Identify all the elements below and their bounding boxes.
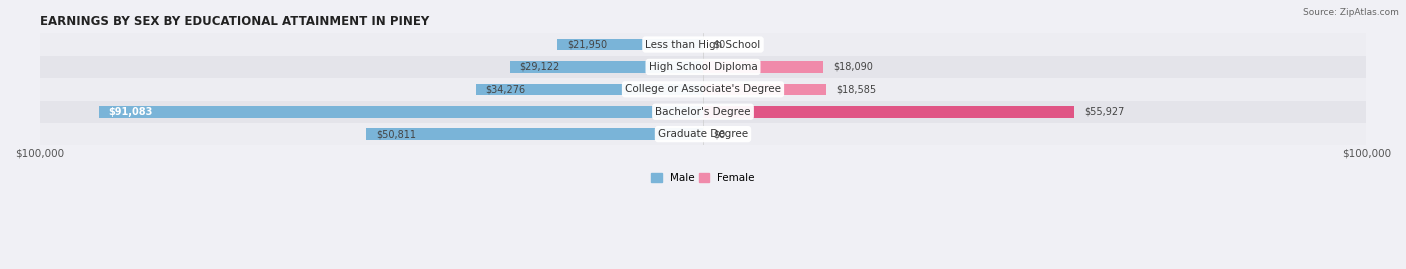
Text: High School Diploma: High School Diploma [648, 62, 758, 72]
Bar [703, 106, 1074, 118]
Bar [557, 39, 703, 50]
Bar [39, 33, 1367, 56]
Bar [475, 83, 703, 95]
Text: Bachelor's Degree: Bachelor's Degree [655, 107, 751, 117]
Bar [703, 83, 827, 95]
Bar [703, 61, 823, 73]
Text: $0: $0 [713, 129, 725, 139]
Text: $21,950: $21,950 [568, 40, 607, 49]
Text: $29,122: $29,122 [520, 62, 560, 72]
Text: $50,811: $50,811 [375, 129, 416, 139]
Bar [39, 101, 1367, 123]
Text: $18,090: $18,090 [832, 62, 873, 72]
Bar [39, 56, 1367, 78]
Bar [39, 78, 1367, 101]
Bar [98, 106, 703, 118]
Text: Graduate Degree: Graduate Degree [658, 129, 748, 139]
Bar [366, 128, 703, 140]
Bar [39, 123, 1367, 145]
Text: $18,585: $18,585 [837, 84, 876, 94]
Text: $55,927: $55,927 [1084, 107, 1125, 117]
Text: Source: ZipAtlas.com: Source: ZipAtlas.com [1303, 8, 1399, 17]
Legend: Male, Female: Male, Female [647, 169, 759, 187]
Text: College or Associate's Degree: College or Associate's Degree [626, 84, 780, 94]
Text: EARNINGS BY SEX BY EDUCATIONAL ATTAINMENT IN PINEY: EARNINGS BY SEX BY EDUCATIONAL ATTAINMEN… [39, 15, 429, 28]
Bar [510, 61, 703, 73]
Text: $91,083: $91,083 [108, 107, 153, 117]
Text: $0: $0 [713, 40, 725, 49]
Text: $34,276: $34,276 [485, 84, 526, 94]
Text: Less than High School: Less than High School [645, 40, 761, 49]
